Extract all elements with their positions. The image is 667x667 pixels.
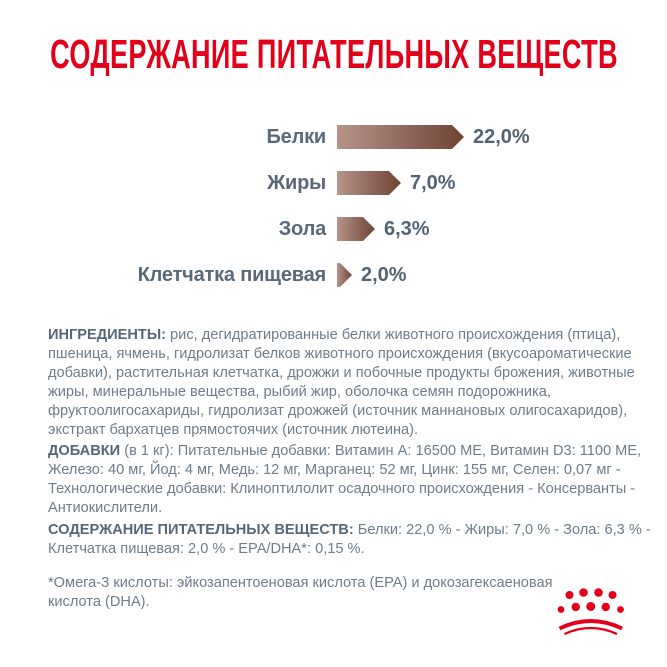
omega3-footnote: *Омега-3 кислоты: эйкозапентоеновая кисл… [48, 574, 660, 612]
nutrient-analysis-text: Белки: 22,0 % - Жиры: 7,0 % - Зола: 6,3 … [48, 522, 651, 557]
bar [337, 125, 464, 149]
bar-label: Клетчатка пищевая [137, 263, 327, 286]
bar-label: Зола [278, 217, 326, 240]
additives-paragraph: ДОБАВКИ (в 1 кг): Питательные добавки: В… [48, 442, 660, 518]
royal-canin-crown-icon [557, 588, 624, 635]
bar-value: 7,0% [410, 171, 456, 194]
bar-value: 22,0% [473, 125, 530, 148]
omega3-footnote-text: *Омега-3 кислоты: эйкозапентоеновая кисл… [48, 575, 553, 610]
bar [337, 171, 401, 195]
chart-row: Белки 22,0% [50, 125, 530, 149]
bar-label: Белки [266, 125, 326, 148]
nutrient-analysis-label: СОДЕРЖАНИЕ ПИТАТЕЛЬНЫХ ВЕЩЕСТВ: [48, 522, 354, 538]
ingredients-text: рис, дегидратированные белки животного п… [48, 327, 635, 438]
bar [337, 217, 375, 241]
additives-text: (в 1 кг): Питательные добавки: Витамин A… [48, 443, 642, 516]
bar-value: 2,0% [361, 263, 407, 286]
chart-row: Клетчатка пищевая 2,0% [50, 263, 530, 287]
page-title: СОДЕРЖАНИЕ ПИТАТЕЛЬНЫХ ВЕЩЕСТВ [49, 31, 618, 77]
nutrient-bar-chart: Белки 22,0% Жиры 7,0% Зола 6,3% Клетчатк… [50, 125, 530, 309]
bar-value: 6,3% [384, 217, 430, 240]
bar-label: Жиры [267, 171, 326, 194]
chart-row: Жиры 7,0% [50, 171, 530, 195]
bar [337, 263, 352, 287]
additives-label: ДОБАВКИ [48, 443, 121, 459]
ingredients-paragraph: ИНГРЕДИЕНТЫ: рис, дегидратированные белк… [48, 326, 660, 440]
nutrient-analysis-paragraph: СОДЕРЖАНИЕ ПИТАТЕЛЬНЫХ ВЕЩЕСТВ: Белки: 2… [48, 521, 660, 559]
ingredients-label: ИНГРЕДИЕНТЫ: [48, 327, 166, 343]
chart-row: Зола 6,3% [50, 217, 530, 241]
